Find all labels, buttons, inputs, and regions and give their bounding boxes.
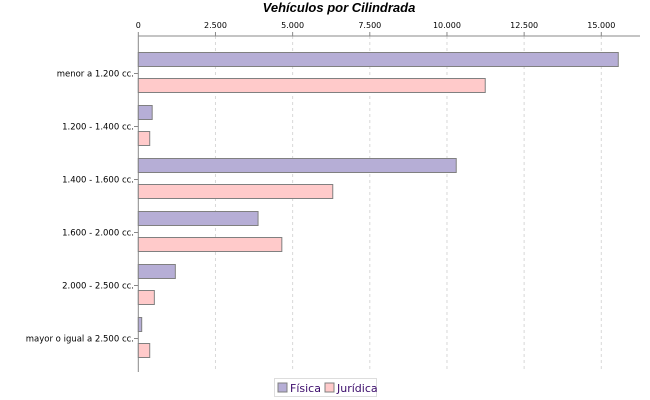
bar-fisica [137,211,259,226]
x-tick-label: 10.000 [433,21,461,30]
category-label: 1.600 - 2.000 cc. [62,229,134,239]
x-tick-label: 2.500 [204,21,227,30]
bar-juridica [137,237,283,252]
x-tick-label: 15.000 [587,21,615,30]
bar-fisica [137,105,153,120]
bar-fisica [137,52,619,67]
legend-label: Física [290,382,321,395]
x-tick-label: 5.000 [281,21,304,30]
category-label: menor a 1.200 cc. [57,70,134,80]
chart-title: Vehículos por Cilindrada [263,0,416,15]
bar-juridica [137,78,486,93]
legend-swatch [324,382,335,393]
bar-juridica [137,184,334,199]
bar-fisica [137,264,176,279]
bar-juridica [137,343,151,358]
category-label: 1.400 - 1.600 cc. [62,176,134,186]
bar-juridica [137,131,151,146]
category-label: 1.200 - 1.400 cc. [62,123,134,133]
x-tick-label: 0 [136,21,141,30]
category-label: mayor o igual a 2.500 cc. [26,335,134,345]
x-tick-label: 12.500 [510,21,538,30]
bar-juridica [137,290,155,305]
legend-label: Jurídica [336,382,378,395]
bar-fisica [137,317,143,332]
legend-swatch [277,382,288,393]
x-tick-label: 7.500 [358,21,381,30]
category-label: 2.000 - 2.500 cc. [62,282,134,292]
bar-fisica [137,158,457,173]
